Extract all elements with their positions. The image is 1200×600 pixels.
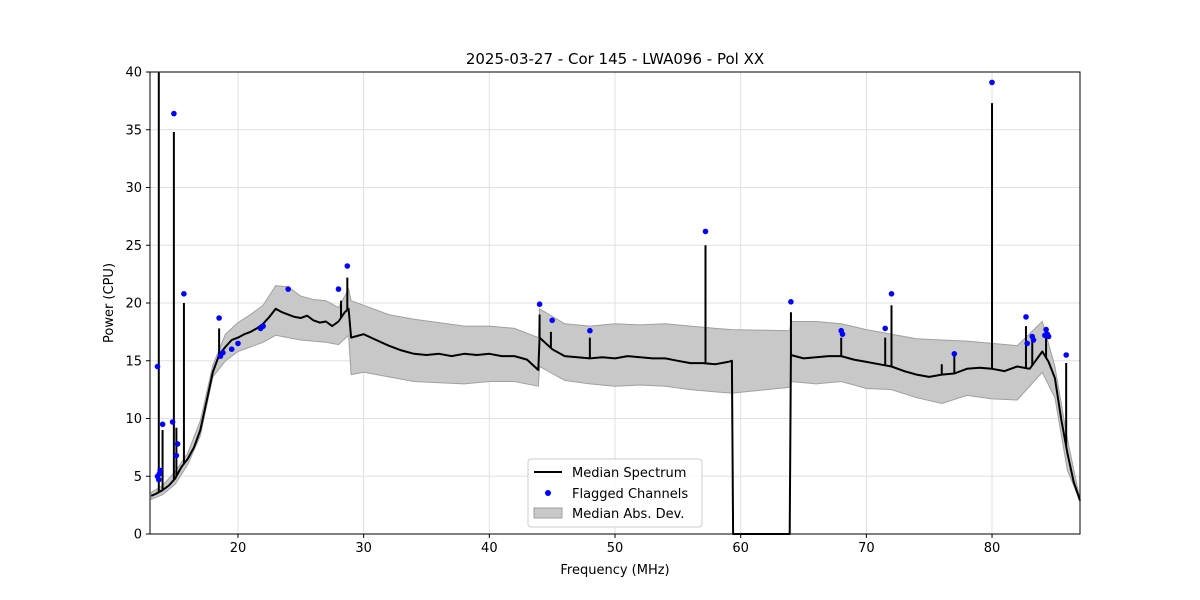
flagged-channel-point	[220, 349, 226, 356]
flagged-channel-point	[156, 476, 162, 483]
flagged-channel-point	[154, 363, 161, 370]
flagged-channel-point	[1043, 326, 1049, 333]
x-tick-label: 70	[858, 541, 875, 556]
y-tick-label: 15	[125, 354, 142, 369]
flagged-channel-point	[228, 346, 235, 353]
flagged-channel-point	[788, 299, 794, 305]
x-tick-label: 20	[230, 541, 247, 556]
legend-band-swatch	[533, 507, 563, 519]
flagged-channel-point	[702, 228, 709, 235]
flagged-channel-point	[882, 325, 888, 332]
flagged-channel-point	[235, 340, 241, 347]
y-tick-label: 0	[134, 528, 142, 543]
y-axis-label: Power (CPU)	[102, 263, 117, 343]
x-axis-label: Frequency (MHz)	[560, 563, 669, 578]
y-tick-label: 35	[125, 123, 142, 138]
flagged-channel-point	[216, 315, 222, 321]
flagged-channel-point	[285, 286, 292, 292]
flagged-channel-point	[587, 327, 593, 334]
y-tick-label: 20	[125, 297, 142, 312]
flagged-channel-point	[1030, 337, 1037, 343]
flagged-channel-point	[181, 291, 187, 297]
y-axis-ticks: 0 5 10 15 20 25 30 35 40	[125, 66, 150, 543]
flagged-channel-point	[344, 263, 351, 269]
spike-series	[157, 72, 1068, 493]
y-tick-label: 5	[134, 470, 142, 485]
x-tick-label: 30	[355, 541, 372, 556]
flagged-channel-point	[1063, 352, 1069, 358]
legend-median-label: Median Spectrum	[572, 466, 686, 481]
flagged-channel-point	[888, 291, 895, 297]
flagged-channel-point	[173, 452, 180, 459]
flagged-channel-point	[169, 419, 176, 425]
flagged-channels-series	[154, 79, 1069, 483]
y-tick-label: 10	[125, 412, 142, 427]
x-tick-label: 60	[732, 541, 749, 556]
legend: Median Spectrum Flagged Channels Median …	[527, 458, 703, 528]
flagged-channel-point	[1045, 333, 1052, 340]
flagged-channel-point	[536, 301, 543, 308]
flagged-channel-point	[989, 79, 995, 86]
x-tick-label: 80	[984, 541, 1001, 556]
y-tick-label: 40	[125, 66, 142, 81]
flagged-channel-point	[951, 351, 958, 357]
legend-box	[527, 458, 703, 528]
chart-title: 2025-03-27 - Cor 145 - LWA096 - Pol XX	[466, 50, 764, 68]
flagged-channel-point	[171, 110, 177, 117]
legend-flagged-label: Flagged Channels	[572, 487, 688, 502]
legend-flagged-swatch	[545, 490, 551, 496]
flagged-channel-point	[1024, 340, 1030, 347]
flagged-channel-point	[1023, 314, 1029, 320]
y-tick-label: 30	[125, 181, 142, 196]
median-spectrum-series	[150, 307, 1081, 535]
flagged-channel-point	[174, 441, 181, 447]
x-axis-ticks: 20 30 40 50 60 70 80	[230, 534, 1001, 556]
flagged-channel-point	[335, 286, 342, 292]
x-tick-label: 50	[607, 541, 624, 556]
flagged-channel-point	[260, 323, 266, 329]
flagged-channel-point	[839, 331, 846, 338]
flagged-channel-point	[159, 421, 166, 428]
y-tick-label: 25	[125, 239, 142, 254]
flagged-channel-point	[549, 317, 555, 324]
legend-band-label: Median Abs. Dev.	[572, 507, 684, 522]
flagged-channel-point	[157, 467, 163, 474]
median-spectrum-line	[150, 307, 1081, 535]
x-tick-label: 40	[481, 541, 498, 556]
